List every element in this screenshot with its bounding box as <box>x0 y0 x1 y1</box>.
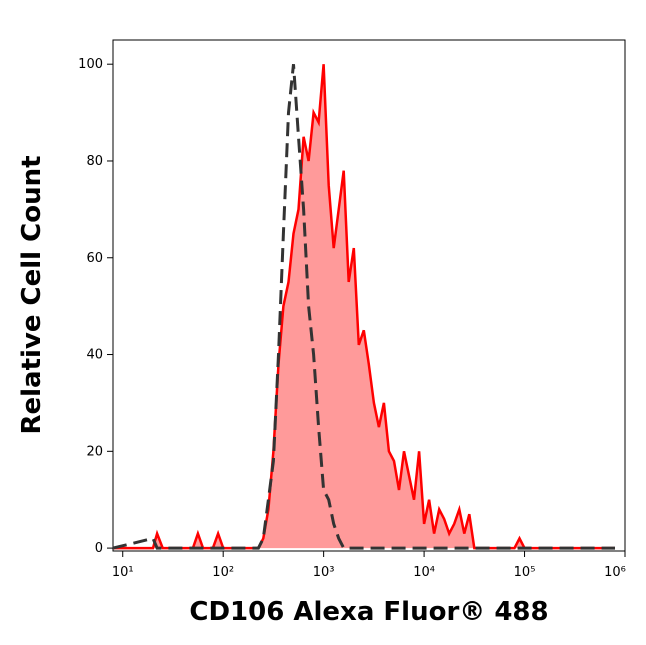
y-tick-label: 60 <box>86 251 103 266</box>
x-tick-label: 10¹ <box>112 565 134 580</box>
x-tick-label: 10³ <box>313 565 335 580</box>
x-tick-label: 10⁵ <box>514 565 536 580</box>
y-tick-label: 40 <box>86 348 103 363</box>
x-tick-label: 10⁶ <box>604 565 626 580</box>
x-axis-title: CD106 Alexa Fluor® 488 <box>189 597 548 627</box>
x-tick-label: 10⁴ <box>413 565 435 580</box>
y-axis-title: Relative Cell Count <box>17 155 47 434</box>
histogram-area <box>113 64 615 549</box>
y-tick-label: 0 <box>95 541 103 556</box>
plot-frame <box>112 39 626 552</box>
histogram-line <box>112 64 615 550</box>
y-tick-label: 100 <box>78 57 103 72</box>
y-tick-label: 20 <box>86 444 103 459</box>
x-tick-label: 10² <box>212 565 234 580</box>
y-tick-label: 80 <box>86 154 103 169</box>
